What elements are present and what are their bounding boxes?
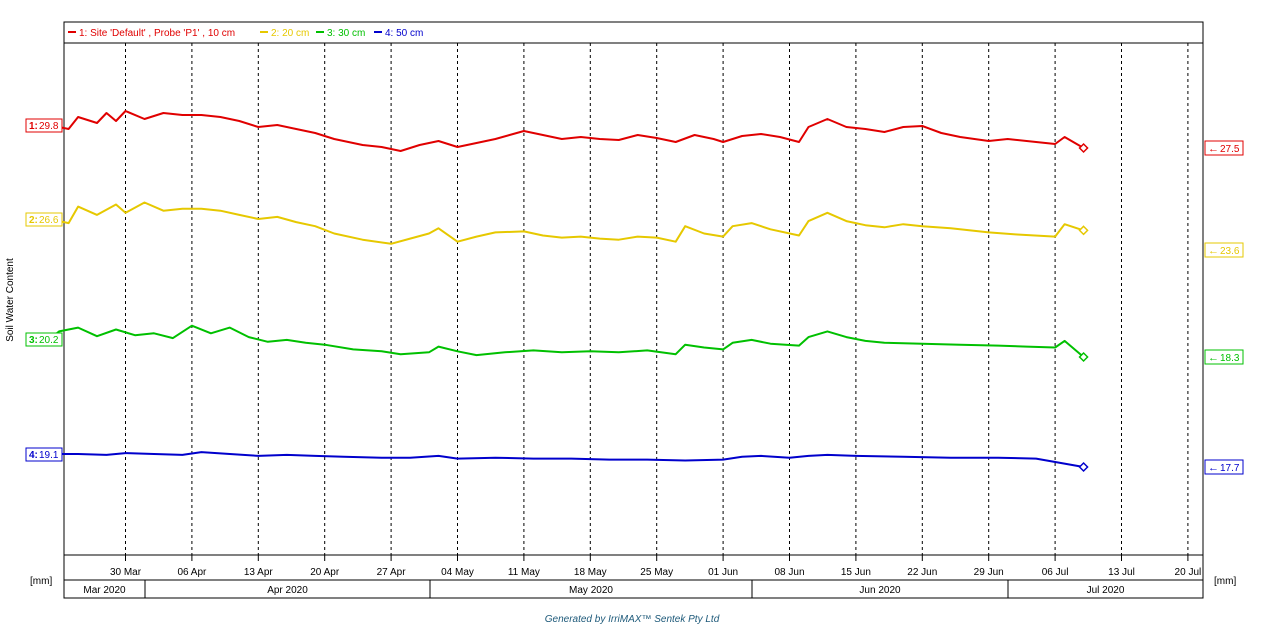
end-value-labels: ← 27.5← 23.6← 18.3← 17.7: [1204, 140, 1244, 475]
start-label-box: [25, 447, 63, 462]
start-value-labels: 1: 29.8 2: 26.6 3: 20.2 4: 19.1: [25, 118, 63, 462]
x-tick-label: 20 Apr: [310, 567, 340, 578]
x-tick-label: 25 May: [640, 567, 673, 578]
end-label-arrow: ←: [1208, 462, 1219, 474]
month-label: May 2020: [569, 585, 613, 596]
end-label-value: 17.7: [1220, 463, 1240, 474]
month-label: Mar 2020: [83, 585, 126, 596]
start-label-id: 3:: [29, 335, 38, 346]
x-tick-label: 11 May: [508, 567, 540, 578]
series-2-line: [49, 201, 1084, 245]
month-label: Jun 2020: [859, 585, 901, 596]
series-1-line: [49, 110, 1085, 152]
end-label-arrow: ←: [1208, 352, 1219, 364]
start-label-value: 19.1: [39, 450, 59, 461]
month-labels: Mar 2020 Apr 2020 May 2020 Jun 2020 Jul 2020: [83, 580, 1125, 598]
x-tick-label: 22 Jun: [907, 567, 937, 578]
start-label-box: [25, 212, 63, 227]
legend-entry: 4: 50 cm: [385, 28, 423, 39]
month-label: Jul 2020: [1087, 585, 1125, 596]
x-tick-label: 13 Apr: [244, 567, 274, 578]
x-tick-label: 01 Jun: [708, 567, 738, 578]
start-label-box: [25, 332, 63, 347]
series-layer: [48, 110, 1089, 473]
x-tick-label: 08 Jun: [774, 567, 804, 578]
start-label-value: 26.6: [39, 215, 59, 226]
legend-entry: 2: 20 cm: [271, 28, 309, 39]
x-tick-label: 15 Jun: [841, 567, 871, 578]
legend-entry: 3: 30 cm: [327, 28, 365, 39]
x-axis-date-band: [63, 554, 1204, 581]
legend: 1: Site 'Default' , Probe 'P1' , 10 cm 2:…: [68, 28, 423, 39]
start-label-id: 1:: [29, 121, 38, 132]
series-4-end-marker: [1078, 461, 1089, 473]
unit-right: [mm]: [1214, 576, 1236, 587]
end-label-value: 18.3: [1220, 353, 1240, 364]
y-axis-label: Soil Water Content: [5, 258, 16, 342]
series-2-end-marker: [1078, 225, 1089, 236]
series-1-end-marker: [1078, 142, 1089, 154]
series-3-line: [48, 324, 1085, 358]
start-label-value: 29.8: [39, 121, 59, 132]
start-label-id: 4:: [29, 450, 38, 461]
unit-left: [mm]: [30, 576, 52, 587]
footer-credit: Generated by IrriMAX™ Sentek Pty Ltd: [545, 614, 720, 625]
x-tick-label: 06 Jul: [1042, 567, 1069, 578]
series-4-line: [49, 451, 1084, 468]
x-tick-labels: 30 Mar 06 Apr 13 Apr 20 Apr 27 Apr 04 May 11 M…: [110, 555, 1201, 578]
legend-entry: 1: Site 'Default' , Probe 'P1' , 10 cm: [79, 28, 235, 39]
x-tick-label: 20 Jul: [1175, 567, 1202, 578]
x-axis-month-band: [63, 579, 1204, 599]
end-label-value: 27.5: [1220, 144, 1240, 155]
end-label-box: [1204, 459, 1244, 475]
x-tick-label: 18 May: [574, 567, 607, 578]
end-label-arrow: ←: [1208, 143, 1219, 155]
series-3-end-marker: [1078, 351, 1089, 363]
x-tick-label: 29 Jun: [974, 567, 1004, 578]
x-tick-label: 27 Apr: [377, 567, 407, 578]
x-tick-label: 30 Mar: [110, 567, 142, 578]
start-label-value: 20.2: [39, 335, 59, 346]
end-label-box: [1204, 349, 1244, 365]
start-label-id: 2:: [29, 215, 38, 226]
end-label-arrow: ←: [1208, 245, 1219, 257]
x-tick-label: 04 May: [441, 567, 474, 578]
end-label-box: [1204, 242, 1244, 258]
end-label-value: 23.6: [1220, 246, 1240, 257]
end-label-box: [1204, 140, 1244, 156]
start-label-box: [25, 118, 63, 133]
x-tick-label: 13 Jul: [1108, 567, 1135, 578]
x-tick-label: 06 Apr: [177, 567, 207, 578]
month-label: Apr 2020: [267, 585, 308, 596]
